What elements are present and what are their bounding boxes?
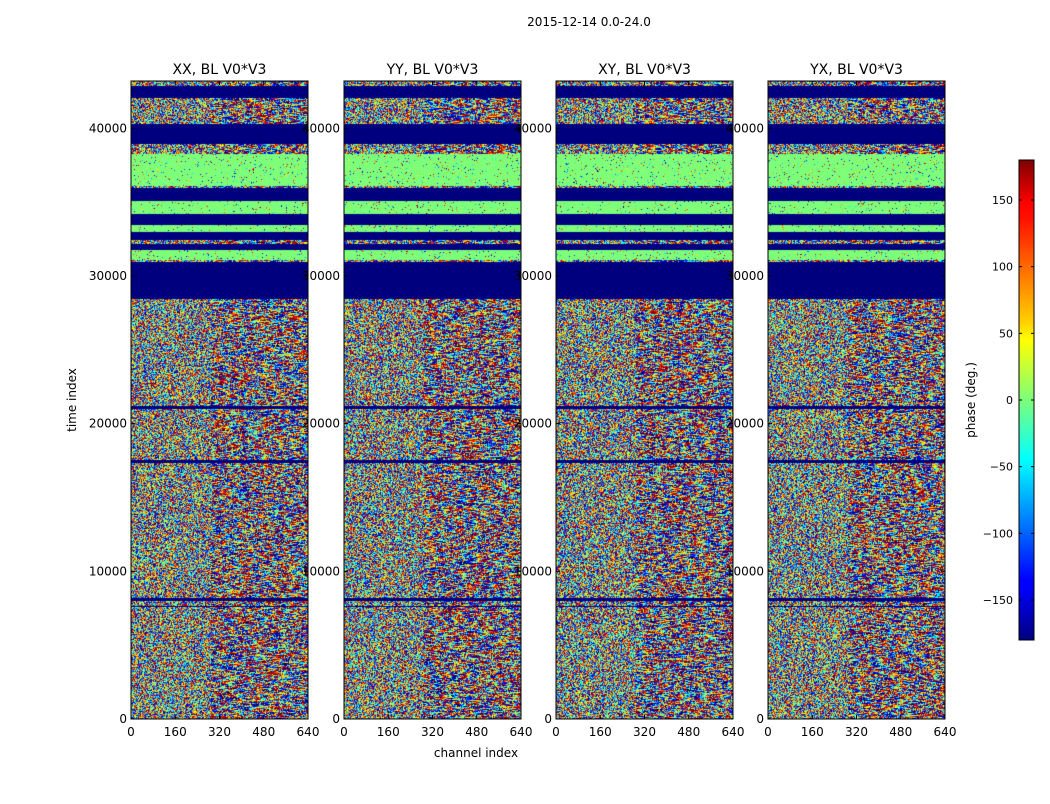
y-tick-label: 40000 [726,121,764,135]
x-tick-label: 0 [764,725,772,739]
x-tick-label: 160 [377,725,400,739]
colorbar: −150 −100 −50 0 50 100 150 phase (deg.) [964,159,1035,641]
x-tick-label: 160 [589,725,612,739]
colorbar-tick-label: −150 [983,594,1013,607]
x-tick-label: 480 [889,725,912,739]
y-tick-label: 10000 [726,564,764,578]
panel-XX: XX, BL V0*V3 0 160 320 480 640 0 10000 20000 3000… [89,62,320,739]
x-axis-label: channel index [434,746,518,760]
panel-YY: YY, BL V0*V3 0 160 320 480 640 0 10000 20000 3000… [302,62,533,739]
colorbar-label: phase (deg.) [964,362,978,438]
y-tick-label: 30000 [514,269,552,283]
y-tick-label: 20000 [514,417,552,431]
y-tick-label: 40000 [302,121,340,135]
y-tick-label: 0 [544,712,552,726]
x-tick-label: 480 [252,725,275,739]
colorbar-tick-label: 50 [999,327,1013,340]
y-tick-label: 30000 [89,269,127,283]
heatmap-raster-YY [344,81,521,719]
x-tick-label: 0 [127,725,135,739]
colorbar-tick-label: 150 [992,194,1013,207]
y-tick-label: 0 [756,712,764,726]
panel-title-YY: YY, BL V0*V3 [386,62,479,78]
colorbar-tick-label: 0 [1006,394,1013,407]
x-tick-label: 160 [164,725,187,739]
y-tick-label: 20000 [726,417,764,431]
y-tick-label: 20000 [302,417,340,431]
x-tick-label: 480 [465,725,488,739]
y-tick-label: 0 [332,712,340,726]
x-tick-label: 640 [297,725,320,739]
heatmap-raster-XX [131,81,308,719]
y-tick-label: 0 [119,712,127,726]
x-tick-label: 640 [722,725,745,739]
y-tick-label: 30000 [302,269,340,283]
y-axis-label: time index [65,368,79,432]
x-tick-label: 320 [845,725,868,739]
y-tick-label: 10000 [89,564,127,578]
y-tick-label: 10000 [302,564,340,578]
panel-title-YX: YX, BL V0*V3 [809,62,903,78]
x-tick-label: 480 [677,725,700,739]
heatmap-raster-YX [768,81,945,719]
x-tick-label: 320 [421,725,444,739]
x-tick-label: 0 [552,725,560,739]
colorbar-tick-label: −50 [990,461,1013,474]
x-tick-label: 640 [510,725,533,739]
y-tick-label: 20000 [89,417,127,431]
y-tick-label: 30000 [726,269,764,283]
heatmap-raster-XY [556,81,733,719]
panels-group: XX, BL V0*V3 0 160 320 480 640 0 10000 20000 3000… [89,62,957,739]
panel-title-XY: XY, BL V0*V3 [598,62,691,78]
y-tick-label: 10000 [514,564,552,578]
figure-suptitle: 2015-12-14 0.0-24.0 [527,15,651,29]
x-tick-label: 160 [801,725,824,739]
x-tick-label: 0 [340,725,348,739]
panel-title-XX: XX, BL V0*V3 [173,62,267,78]
colorbar-ticks: −150 −100 −50 0 50 100 150 [983,194,1034,607]
x-tick-label: 320 [633,725,656,739]
panel-YX: YX, BL V0*V3 0 160 320 480 640 0 10000 20000 3000… [726,62,957,739]
colorbar-tick-label: 100 [992,261,1013,274]
colorbar-tick-label: −100 [983,527,1013,540]
y-tick-label: 40000 [514,121,552,135]
panel-XY: XY, BL V0*V3 0 160 320 480 640 0 10000 20000 3000… [514,62,745,739]
x-tick-label: 320 [208,725,231,739]
y-tick-label: 40000 [89,121,127,135]
x-tick-label: 640 [934,725,957,739]
